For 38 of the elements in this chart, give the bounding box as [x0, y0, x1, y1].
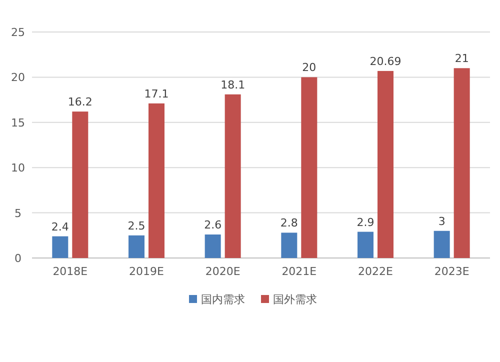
data-label: 2.8 — [280, 216, 298, 230]
bar — [72, 112, 88, 258]
bar — [434, 230, 450, 258]
y-tick-label: 0 — [14, 252, 22, 265]
data-label: 2.5 — [128, 219, 146, 232]
bar — [224, 94, 241, 258]
bar — [378, 70, 394, 258]
x-tick-label: 2023E — [434, 265, 470, 278]
bar — [454, 68, 470, 258]
y-tick-label: 25 — [11, 26, 25, 39]
data-label: 17.1 — [144, 87, 169, 100]
data-label: 21 — [454, 52, 469, 66]
x-tick-label: 2019E — [129, 265, 164, 278]
x-tick-label: 2020E — [205, 265, 240, 278]
bar — [281, 232, 298, 258]
y-tick-label: 5 — [14, 206, 22, 220]
data-label: 20 — [302, 61, 316, 74]
bar — [301, 77, 318, 258]
x-tick-label: 2021E — [282, 265, 317, 278]
bar — [204, 234, 221, 258]
data-label: 2.9 — [356, 216, 374, 229]
data-label: 18.1 — [220, 78, 246, 92]
data-label: 2.6 — [204, 218, 222, 232]
data-label: 16.2 — [68, 96, 92, 109]
bar — [358, 232, 374, 258]
y-tick-label: 10 — [11, 162, 25, 175]
data-label: 2.4 — [51, 220, 69, 234]
bar — [52, 236, 68, 258]
y-tick-label: 15 — [11, 116, 25, 130]
data-label: 20.69 — [370, 54, 402, 68]
legend-label: 国外需求 — [273, 293, 317, 306]
x-tick-label: 2022E — [358, 265, 394, 278]
bar — [128, 235, 144, 258]
y-tick-label: 20 — [11, 71, 25, 84]
x-tick-label: 2018E — [52, 265, 88, 278]
data-label: 3 — [438, 214, 446, 228]
bar — [148, 103, 164, 258]
legend-label: 国内需求 — [201, 293, 245, 306]
